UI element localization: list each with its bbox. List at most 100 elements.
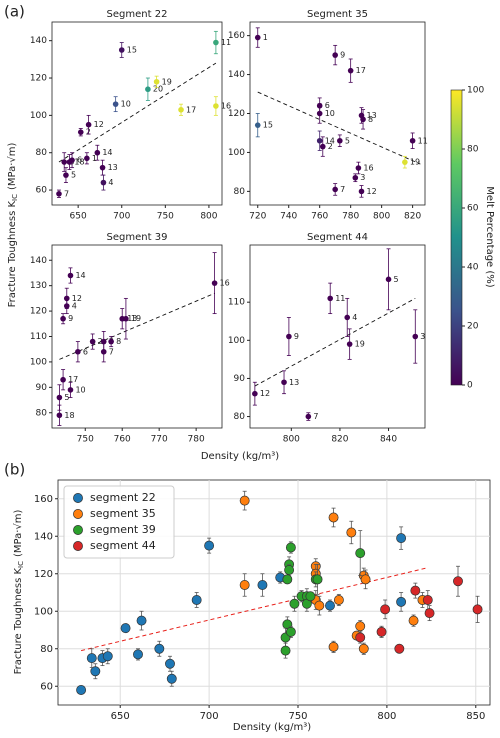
point-label: 2: [328, 142, 333, 151]
y-tick-label: 80: [40, 644, 53, 655]
point: [254, 34, 261, 41]
point-label: 6: [83, 347, 88, 356]
point-label: 19: [131, 314, 141, 323]
y-tick-label: 90: [36, 383, 48, 393]
point: [305, 591, 316, 602]
point-label: 13: [108, 163, 118, 172]
trend-line: [80, 567, 427, 652]
point: [239, 580, 250, 590]
y-tick-label: 120: [30, 307, 47, 317]
x-axis-label: Density (kg/m³): [201, 451, 279, 462]
point: [77, 129, 84, 135]
point: [358, 643, 369, 654]
point: [69, 157, 75, 163]
point: [284, 565, 295, 575]
legend-box: [63, 485, 175, 559]
point: [409, 137, 416, 144]
y-tick-label: 140: [30, 256, 47, 266]
point: [56, 394, 63, 401]
point-label: 4: [352, 313, 357, 322]
point-label: 2: [98, 337, 103, 346]
point: [99, 164, 106, 171]
x-tick-label: 650: [70, 212, 87, 222]
point-label: 17: [68, 375, 78, 384]
x-tick-label: 750: [288, 711, 307, 722]
point: [239, 495, 250, 506]
y-tick-label: 100: [228, 148, 245, 158]
point: [67, 387, 74, 393]
point-label: 18: [64, 411, 74, 420]
y-tick-label: 140: [30, 36, 47, 46]
point: [257, 580, 268, 590]
point: [328, 641, 339, 652]
point-label: 5: [64, 393, 69, 402]
point: [145, 86, 151, 93]
point: [394, 643, 405, 654]
y-tick-label: 80: [234, 412, 246, 422]
point: [136, 615, 147, 626]
point: [213, 39, 219, 46]
point-label: 17: [356, 66, 366, 75]
point-label: 18: [74, 158, 84, 167]
x-tick-label: 820: [331, 435, 348, 445]
y-tick-label: 100: [34, 606, 53, 617]
point: [312, 574, 323, 585]
point-label: 6: [77, 156, 82, 165]
y-tick-label: 90: [234, 374, 246, 384]
point: [328, 512, 339, 523]
y-axis-label-sub: IC: [11, 194, 19, 201]
x-tick-label: 800: [200, 212, 217, 222]
point: [133, 649, 143, 660]
point: [410, 585, 421, 596]
point: [355, 632, 366, 643]
point-label: 13: [289, 378, 299, 387]
y-axis-label-sub: IC: [17, 561, 25, 568]
x-tick-label: 800: [373, 212, 390, 222]
point: [94, 149, 101, 156]
x-axis-label: Density (kg/m³): [233, 722, 311, 733]
point-label: 8: [116, 337, 121, 346]
point-label: 12: [94, 120, 104, 129]
colorbar-tick-label: 60: [467, 204, 479, 214]
y-tick-label: 140: [34, 531, 53, 542]
point-label: 12: [260, 389, 270, 398]
y-tick-label: 60: [40, 681, 53, 692]
point: [154, 643, 165, 654]
y-axis-label-unit: (MPa·√m): [7, 142, 18, 190]
point-label: 9: [294, 332, 299, 341]
x-tick-label: 780: [188, 435, 205, 445]
point: [332, 52, 338, 58]
x-tick-label: 800: [377, 711, 396, 722]
point-label: 5: [345, 136, 350, 145]
point: [352, 174, 359, 181]
point: [213, 103, 219, 109]
point: [327, 295, 334, 302]
point-label: 14: [75, 271, 85, 280]
point: [305, 413, 312, 420]
y-tick-label: 80: [36, 148, 48, 158]
point-label: 1: [263, 33, 268, 42]
point: [108, 338, 114, 345]
point-label: 9: [340, 51, 345, 60]
colorbar-tick-label: 100: [467, 86, 484, 96]
point-label: 4: [72, 302, 77, 311]
colorbar-tick-label: 40: [467, 263, 479, 273]
point-label: 10: [121, 100, 131, 109]
point: [358, 188, 365, 195]
trend-line: [59, 292, 215, 360]
point-label: 10: [75, 385, 85, 394]
point: [204, 540, 215, 551]
point: [123, 315, 129, 322]
legend-marker: [73, 541, 83, 551]
y-tick-label: 100: [228, 336, 245, 346]
point: [191, 595, 202, 605]
point: [118, 47, 125, 53]
point-label: 7: [313, 412, 318, 421]
subplot-title: Segment 44: [307, 232, 368, 243]
x-tick-label: 720: [249, 212, 266, 222]
point-label: 7: [109, 347, 114, 356]
point: [76, 685, 87, 695]
colorbar-tick-label: 80: [467, 145, 479, 155]
point: [60, 315, 66, 322]
point-label: 19: [355, 340, 365, 349]
